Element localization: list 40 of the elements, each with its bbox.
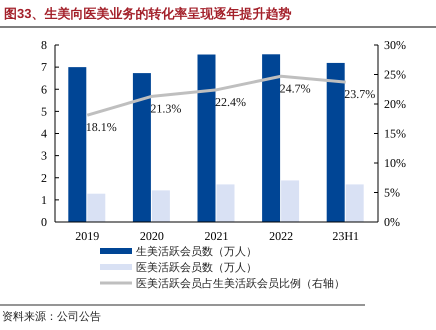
y2-tick-label: 0% [384,215,400,229]
x-tick-label: 2021 [204,229,228,243]
data-label: 22.4% [215,94,246,109]
y-tick-label: 1 [41,192,47,207]
y2-tick-label: 30% [384,38,406,52]
legend-label: 生美活跃会员数（万人） [136,245,257,258]
y-tick-label: 5 [41,104,47,118]
y2-tick-label: 15% [384,126,406,140]
bar [346,184,364,222]
y-tick-label: 2 [41,170,47,185]
x-tick-label: 2019 [75,229,100,243]
x-tick-label: 2020 [140,229,164,243]
y-tick-label: 3 [41,148,47,163]
y2-tick-label: 25% [384,68,406,82]
y-tick-label: 7 [41,60,47,74]
bar [281,180,300,222]
legend-label: 医美活跃会员占生美活跃会员比例（右轴） [136,277,345,290]
legend-label: 医美活跃会员数（万人） [136,261,257,274]
y-tick-label: 0 [41,215,47,229]
y2-tick-label: 20% [384,97,406,111]
y-tick-label: 4 [41,126,47,140]
y-tick-label: 6 [41,82,47,96]
bar [87,194,106,222]
bar [152,190,170,222]
data-label: 18.1% [86,120,117,134]
x-tick-label: 23H1 [332,229,360,243]
bar [216,184,234,222]
bar [132,73,151,222]
data-label: 24.7% [280,81,311,96]
y2-tick-label: 10% [384,156,406,170]
y-tick-label: 8 [41,38,47,52]
x-tick-label: 2022 [269,229,294,243]
bar [262,54,280,222]
y2-tick-label: 5% [384,186,400,200]
chart-title: 图33、生美向医美业务的转化率呈现逐年提升趋势 [4,6,292,21]
text: 资料来源：公司公告 [2,310,101,323]
data-label: 23.7% [344,87,376,102]
bar [68,67,86,222]
bar [198,54,216,222]
bar [326,62,345,222]
